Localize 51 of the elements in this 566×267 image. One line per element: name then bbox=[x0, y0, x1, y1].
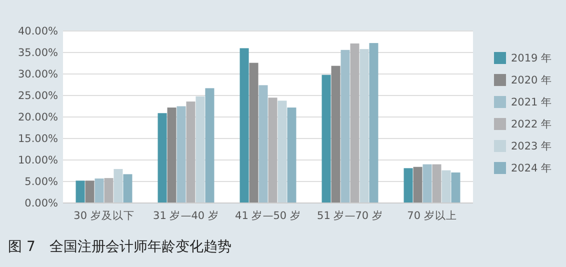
bar bbox=[186, 102, 196, 203]
y-tick-label: 20.00% bbox=[18, 112, 58, 124]
y-tick-label: 10.00% bbox=[18, 154, 58, 167]
bar bbox=[404, 168, 413, 203]
bar bbox=[287, 108, 296, 203]
bar bbox=[94, 178, 104, 203]
text: 图 7 全国注册会计师年龄变化趋势 bbox=[8, 239, 232, 255]
bar bbox=[360, 49, 369, 203]
bar bbox=[76, 180, 85, 203]
y-tick-label: 30.00% bbox=[18, 68, 58, 81]
legend-label: 2019 年 bbox=[511, 52, 552, 65]
y-tick-label: 5.00% bbox=[24, 176, 58, 188]
x-tick-label: 31 岁—40 岁 bbox=[153, 210, 219, 222]
legend-label: 2020 年 bbox=[511, 74, 552, 87]
bar bbox=[422, 164, 432, 203]
y-tick-label: 40.00% bbox=[18, 26, 58, 38]
bar bbox=[451, 172, 460, 203]
bar bbox=[114, 169, 123, 203]
bar bbox=[85, 180, 94, 203]
x-tick-label: 30 岁及以下 bbox=[74, 209, 134, 222]
bar bbox=[432, 164, 442, 203]
bar bbox=[442, 170, 451, 203]
bar bbox=[240, 48, 249, 203]
bar bbox=[158, 113, 167, 203]
y-tick-label: 15.00% bbox=[18, 133, 58, 146]
legend-label: 2023 年 bbox=[511, 140, 552, 153]
y-tick-label: 25.00% bbox=[18, 90, 58, 102]
bar bbox=[123, 174, 132, 203]
bar bbox=[205, 88, 214, 203]
bar bbox=[104, 178, 114, 203]
x-tick-label: 51 岁—70 岁 bbox=[317, 210, 383, 222]
bar bbox=[413, 166, 422, 203]
bar bbox=[331, 66, 340, 203]
x-tick-label: 70 岁以上 bbox=[407, 209, 457, 222]
bar bbox=[278, 100, 287, 203]
bar bbox=[350, 43, 360, 203]
bar bbox=[249, 62, 258, 203]
legend-label: 2022 年 bbox=[511, 118, 552, 131]
bar bbox=[268, 98, 278, 203]
y-tick-label: 0.00% bbox=[24, 198, 58, 210]
y-tick-label: 35.00% bbox=[18, 47, 58, 60]
bar bbox=[322, 74, 331, 203]
bar bbox=[167, 108, 176, 203]
bar bbox=[176, 106, 186, 203]
bar bbox=[196, 96, 205, 203]
legend-label: 2024 年 bbox=[511, 162, 552, 175]
bar bbox=[258, 85, 268, 203]
bar bbox=[340, 50, 350, 203]
x-tick-label: 41 岁—50 岁 bbox=[235, 210, 301, 222]
bar bbox=[369, 43, 378, 203]
legend-label: 2021 年 bbox=[511, 96, 552, 109]
